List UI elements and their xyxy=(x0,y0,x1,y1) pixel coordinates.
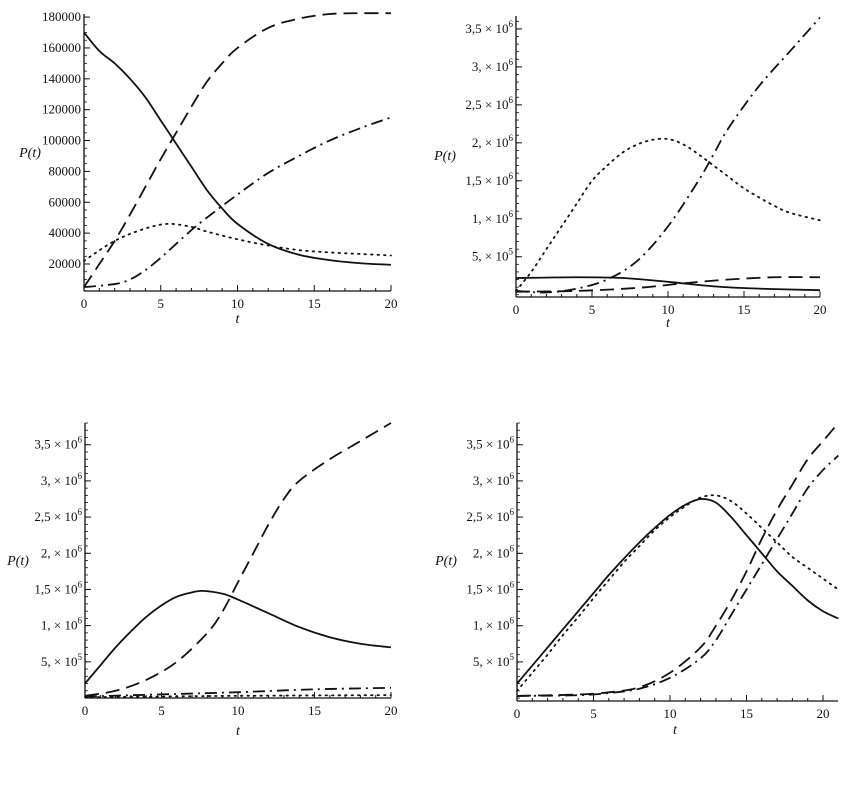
y-tick-label: 80000 xyxy=(49,163,82,178)
y-tick-label: 1,5 × 106 xyxy=(465,171,513,188)
y-tick-label: 1, × 106 xyxy=(473,616,515,633)
y-axis-label: P(t) xyxy=(433,149,456,164)
x-axis-label: t xyxy=(666,316,671,331)
series-dashed-line xyxy=(516,422,839,697)
x-axis-label: t xyxy=(236,312,241,327)
series-dashdot-line xyxy=(83,116,392,289)
x-tick-label: 0 xyxy=(82,703,89,718)
x-tick-label: 0 xyxy=(514,706,521,721)
x-tick-label: 5 xyxy=(158,296,165,311)
y-tick-label: 140000 xyxy=(42,71,81,86)
x-tick-label: 5 xyxy=(590,706,597,721)
series-dashdot-line xyxy=(516,454,839,697)
x-tick-label: 15 xyxy=(740,706,753,721)
x-tick-label: 20 xyxy=(817,706,830,721)
x-tick-label: 10 xyxy=(231,296,244,311)
x-tick-label: 20 xyxy=(385,703,398,718)
y-tick-label: 160000 xyxy=(42,40,81,55)
x-axis-label: t xyxy=(673,723,678,738)
series-dashed-line xyxy=(515,276,821,293)
panel-2: 0 5 10 15 20 5, × 105 1, × 106 1,5 × 106 2, × 10… xyxy=(433,16,827,331)
panel-1: 0 5 10 15 20 20000 40000 60000 80000 100000 120000… xyxy=(18,9,397,327)
series-dotted-line xyxy=(516,494,840,692)
series-dashdot-line xyxy=(515,16,821,294)
x-tick-label: 10 xyxy=(232,703,245,718)
y-tick-label: 5, × 105 xyxy=(472,247,514,264)
panel-3: 0 5 10 15 20 5, × 105 1, × 106 1,5 × 106 2, × 10… xyxy=(6,422,398,739)
series-dashed-line xyxy=(83,12,392,288)
y-tick-label: 3,5 × 106 xyxy=(465,19,513,36)
series-dotted-line xyxy=(83,222,392,262)
y-axis-label: P(t) xyxy=(18,146,41,161)
y-tick-label: 40000 xyxy=(49,225,82,240)
y-tick-label: 1, × 106 xyxy=(472,209,514,226)
y-axis-label: P(t) xyxy=(434,554,457,569)
x-tick-label: 10 xyxy=(662,302,675,317)
series-dotted-line xyxy=(515,137,821,292)
y-tick-label: 1,5 × 106 xyxy=(34,579,82,596)
series-dashed-line xyxy=(84,422,392,697)
panel-4: 0 5 10 15 20 5, × 105 1, × 106 1,5 × 106 2, × 10… xyxy=(434,422,840,738)
y-tick-label: 5, × 105 xyxy=(473,652,515,669)
x-tick-label: 5 xyxy=(589,302,596,317)
x-axis-label: t xyxy=(236,724,241,739)
y-tick-label: 2, × 106 xyxy=(41,543,83,560)
x-tick-label: 0 xyxy=(81,296,88,311)
x-tick-label: 5 xyxy=(158,703,165,718)
x-tick-label: 10 xyxy=(664,706,677,721)
x-tick-label: 20 xyxy=(385,296,398,311)
y-tick-label: 180000 xyxy=(42,9,81,24)
y-tick-label: 2,5 × 106 xyxy=(34,507,82,524)
y-tick-label: 2, × 106 xyxy=(472,133,514,150)
y-tick-label: 3, × 106 xyxy=(472,57,514,74)
y-axis-label: P(t) xyxy=(6,554,29,569)
x-tick-label: 15 xyxy=(308,296,321,311)
y-tick-label: 3,5 × 106 xyxy=(34,435,82,452)
series-solid-line xyxy=(516,498,839,685)
y-tick-label: 1,5 × 106 xyxy=(466,580,514,597)
y-tick-label: 3, × 106 xyxy=(41,471,83,488)
y-tick-label: 2, × 106 xyxy=(473,543,515,560)
y-tick-label: 100000 xyxy=(42,133,81,148)
y-tick-label: 5, × 105 xyxy=(41,652,83,669)
y-tick-label: 3,5 × 106 xyxy=(466,435,514,452)
series-solid-line xyxy=(84,589,392,685)
y-tick-label: 2,5 × 106 xyxy=(466,507,514,524)
x-tick-label: 15 xyxy=(738,302,751,317)
series-solid-line xyxy=(83,31,392,266)
y-tick-label: 120000 xyxy=(42,102,81,117)
x-tick-label: 0 xyxy=(513,302,520,317)
x-tick-label: 20 xyxy=(814,302,827,317)
y-tick-label: 3, × 106 xyxy=(473,471,515,488)
y-tick-label: 60000 xyxy=(49,194,82,209)
y-tick-label: 20000 xyxy=(49,256,82,271)
y-tick-label: 2,5 × 106 xyxy=(465,95,513,112)
series-solid-line xyxy=(515,276,821,292)
y-tick-label: 1, × 106 xyxy=(41,616,83,633)
x-tick-label: 15 xyxy=(308,703,321,718)
series-dashdot-line xyxy=(84,686,392,698)
